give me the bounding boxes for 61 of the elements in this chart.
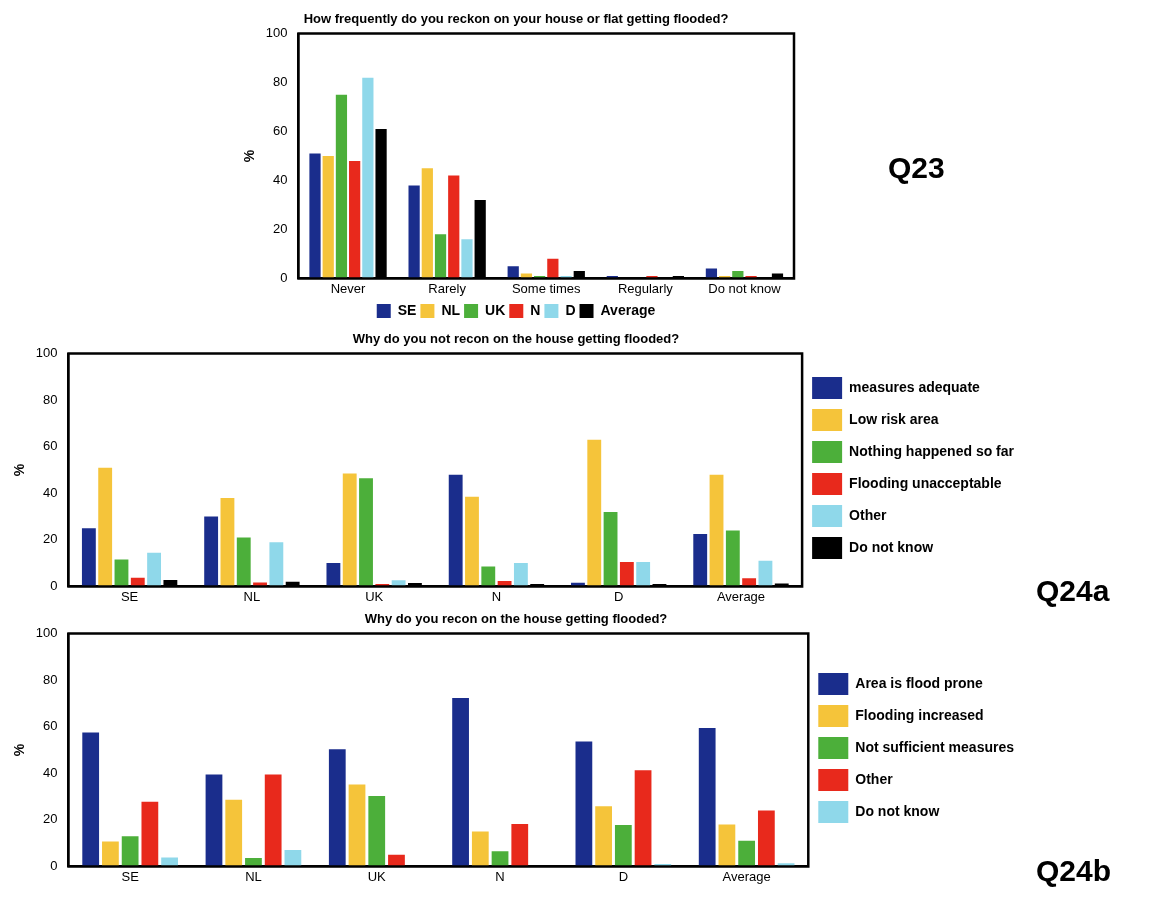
legend-label: Other [855,770,894,787]
y-axis-title: % [241,149,258,163]
x-tick-label: UK [367,868,387,884]
legend-label: D [565,301,576,318]
legend-label: Area is flood prone [855,674,984,691]
legend-label: Do not know [849,538,934,555]
chart-title: Why do you not recon on the house getting flooded? [352,331,680,347]
legend-label: Do not know [855,802,940,819]
x-tick-label: Average [722,868,771,884]
legend-label: NL [441,301,461,318]
x-tick-label: Some times [511,280,582,296]
y-tick-label: 80 [273,74,288,90]
legend-label: Nothing happened so far [849,442,1015,459]
legend-label: UK [485,301,506,318]
x-tick-label: Never [330,280,367,296]
y-tick-label: 0 [280,269,288,285]
y-tick-label: 60 [43,718,58,734]
legend-label: Average [600,301,656,318]
text: Q24b [1036,854,1112,888]
x-tick-label: Rarely [428,280,467,296]
chart-title: How frequently do you reckon on your house or flat getting flooded? [303,11,729,27]
y-tick-label: 20 [43,531,58,547]
y-tick-label: 0 [50,857,58,873]
x-tick-label: Average [716,588,766,604]
y-tick-label: 100 [265,25,288,41]
y-axis-title: % [11,463,28,477]
x-tick-label: D [618,868,629,884]
x-tick-label: SE [120,588,139,604]
y-tick-label: 80 [43,671,58,687]
x-tick-label: UK [365,588,384,604]
x-tick-label: N [495,868,505,884]
x-tick-label: D [614,588,624,604]
legend-label: SE [397,301,417,318]
y-tick-label: 80 [43,391,58,407]
text: Q23 [888,151,945,185]
y-tick-label: 100 [35,625,58,641]
x-tick-label: N [491,588,502,604]
x-tick-label: Do not know [708,280,782,296]
legend-label: Flooding unacceptable [849,474,1002,491]
y-tick-label: 60 [43,438,58,454]
legend-label: N [530,301,541,318]
x-tick-label: NL [245,868,262,884]
legend-label: measures adequate [849,378,981,395]
chart-title: Why do you recon on the house getting flooded? [364,611,668,627]
y-tick-label: 100 [35,345,58,361]
y-tick-label: 60 [273,123,288,139]
text: Q24a [1036,574,1110,608]
y-tick-label: 20 [273,221,288,237]
y-tick-label: 20 [43,811,58,827]
y-tick-label: 40 [43,764,58,780]
legend-label: Not sufficient measures [855,738,1015,755]
x-tick-label: SE [121,868,140,884]
x-tick-label: NL [243,588,261,604]
y-axis-title: % [11,743,28,757]
y-tick-label: 40 [43,484,58,500]
x-tick-label: Regularly [617,280,674,296]
y-tick-label: 0 [50,577,58,593]
legend-label: Flooding increased [855,706,984,723]
legend-label: Low risk area [849,410,939,427]
y-tick-label: 40 [273,172,288,188]
legend-label: Other [849,506,887,523]
